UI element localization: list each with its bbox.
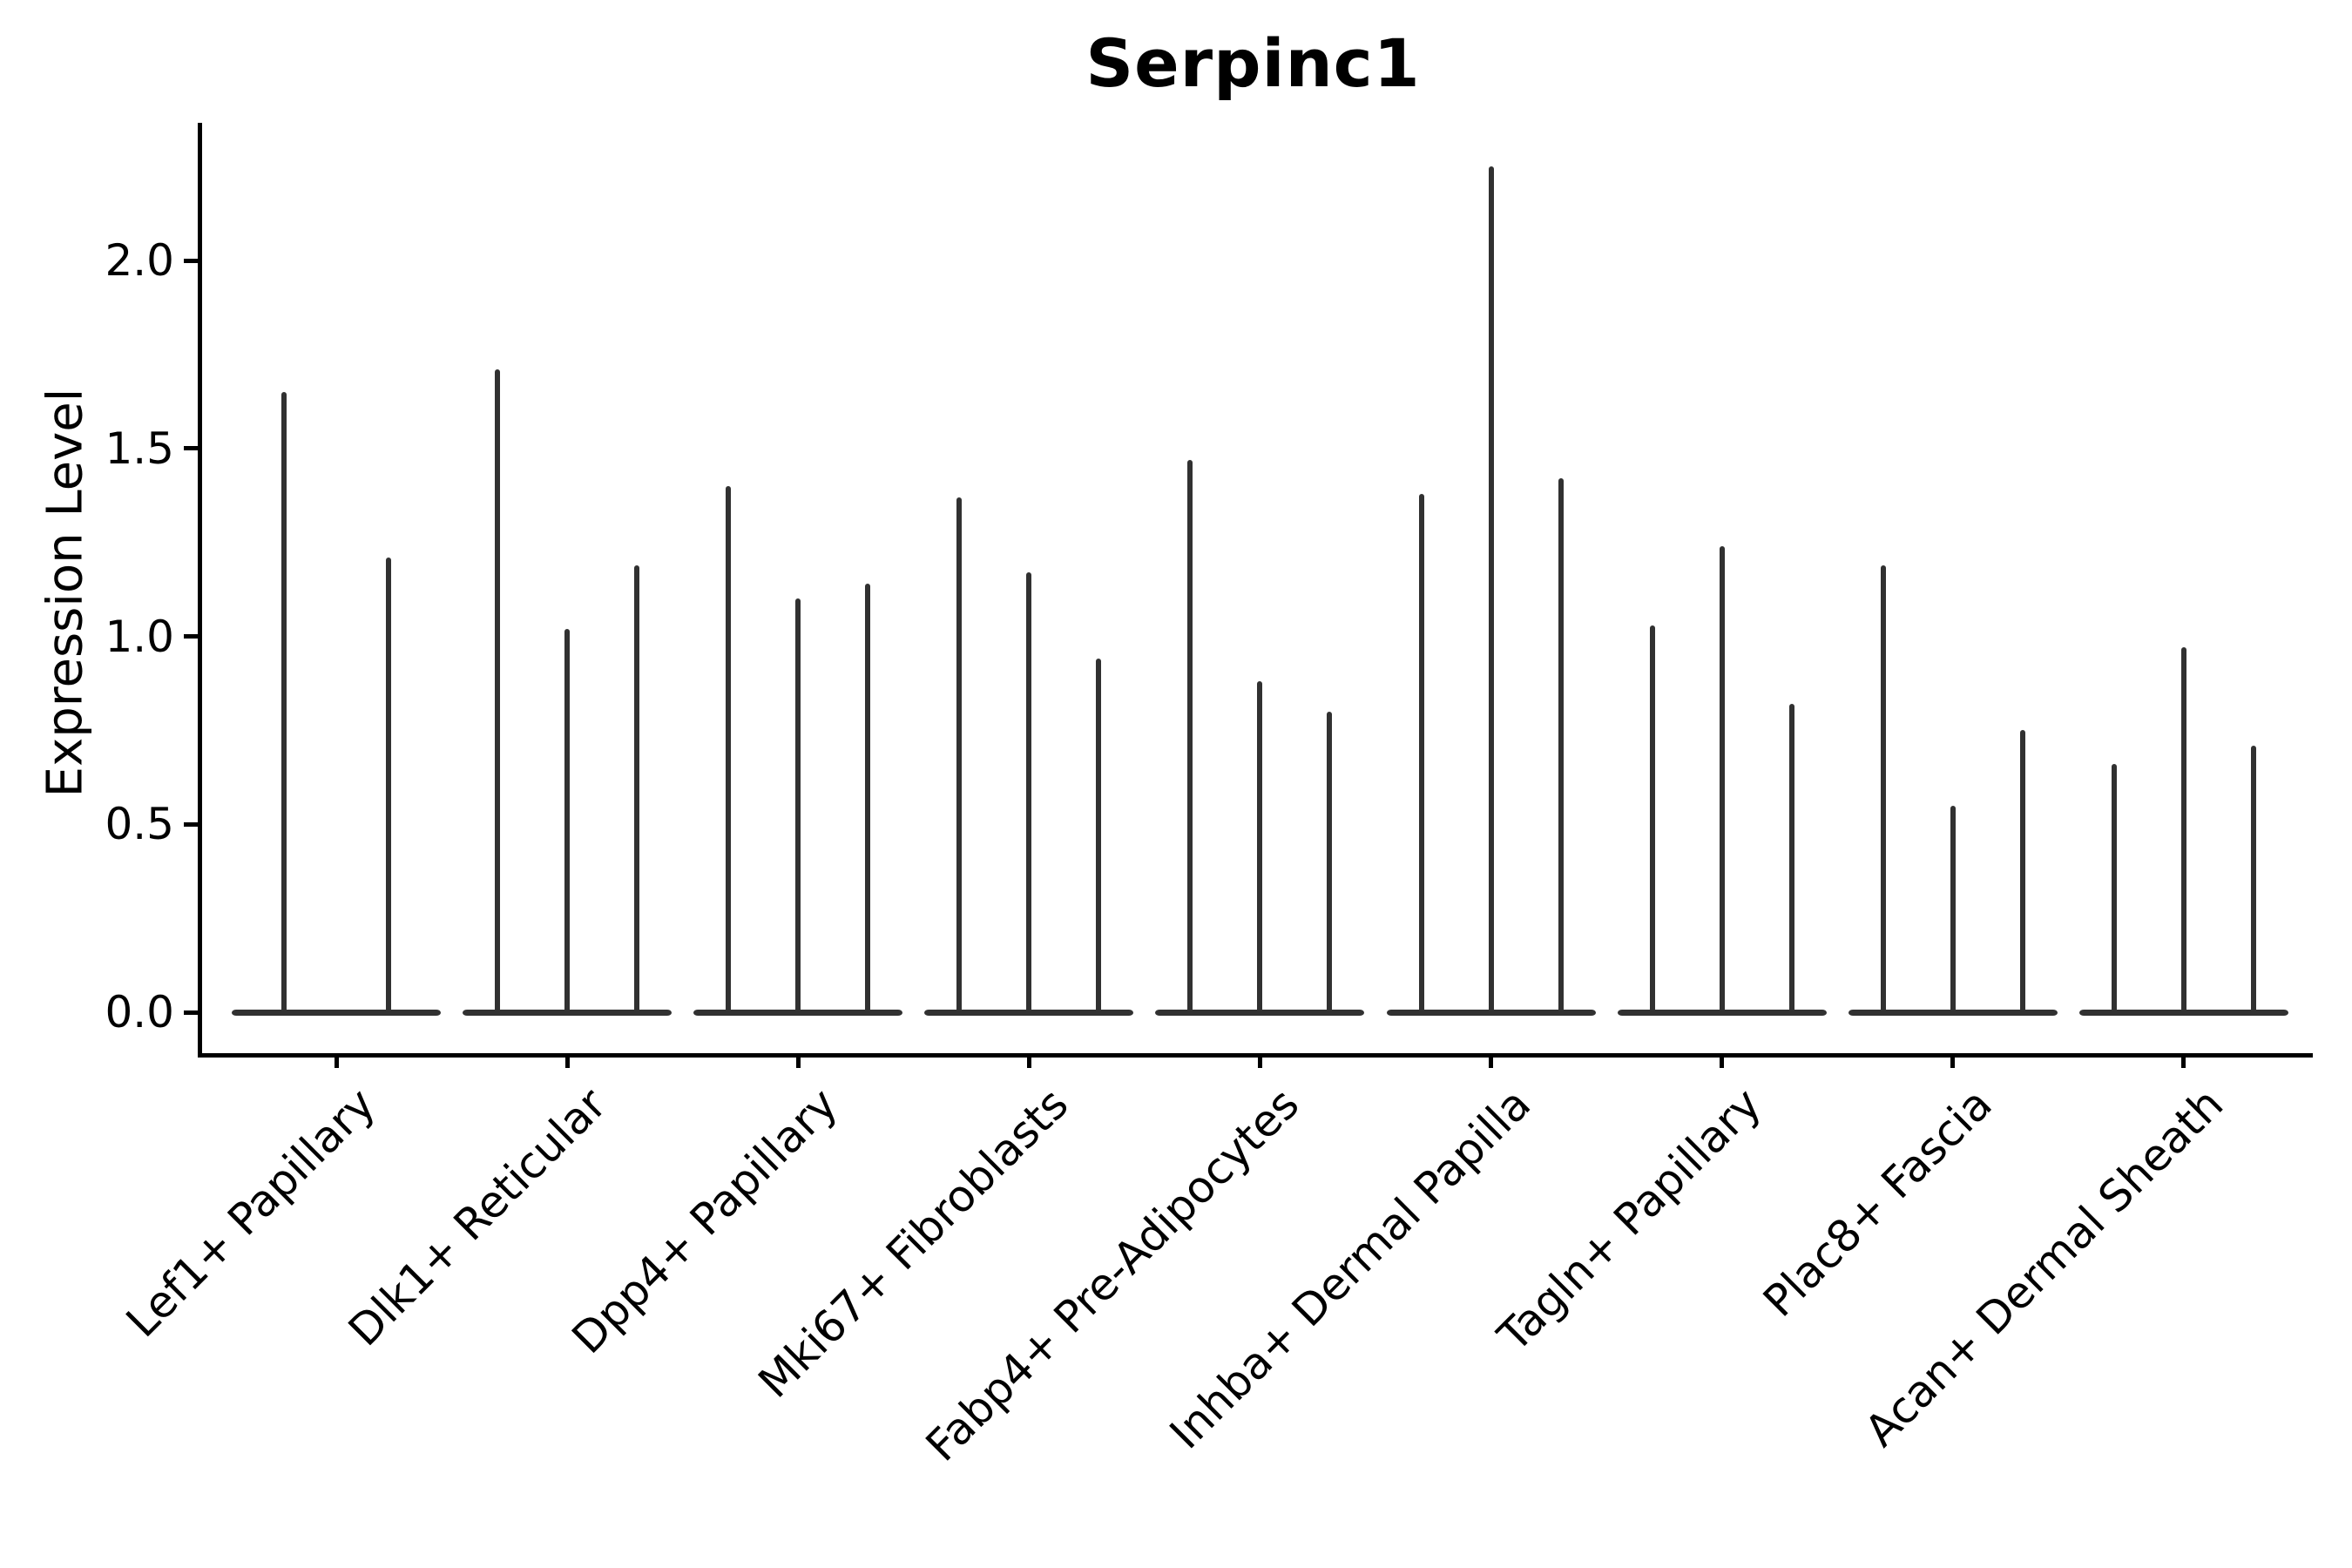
violin-spike <box>2180 647 2186 1015</box>
x-tick-label: Plac8+ Fascia <box>1754 1078 2002 1327</box>
x-tick-mark <box>795 1053 801 1068</box>
x-tick-label: Dlk1+ Reticular <box>339 1078 617 1356</box>
y-tick-mark <box>184 821 198 827</box>
y-tick-label: 1.5 <box>105 422 174 474</box>
violin-spike <box>2019 730 2025 1015</box>
y-tick-label: 0.5 <box>105 799 174 850</box>
violin-spike <box>495 369 501 1015</box>
x-tick-mark <box>1026 1053 1031 1068</box>
x-tick-mark <box>1489 1053 1493 1068</box>
y-tick-mark <box>184 1010 198 1015</box>
violin-spike <box>1950 805 1956 1015</box>
violin-spike <box>865 584 871 1015</box>
violin-spike <box>564 628 571 1015</box>
violin-spike <box>281 392 287 1015</box>
violin-spike <box>726 485 732 1015</box>
y-tick-label: 2.0 <box>105 235 174 286</box>
violin-spike <box>1418 493 1424 1015</box>
violin-spike <box>1096 659 1102 1015</box>
y-tick-mark <box>184 634 198 639</box>
x-tick-mark <box>564 1053 570 1068</box>
violin-spike <box>956 497 963 1015</box>
y-tick-label: 0.0 <box>105 987 174 1037</box>
violin-spike <box>1880 564 1886 1015</box>
violin-spike <box>795 598 801 1015</box>
x-tick-mark <box>334 1053 339 1068</box>
violin-spike <box>1026 572 1032 1015</box>
violin-spike <box>1788 704 1794 1015</box>
x-tick-mark <box>2181 1053 2186 1068</box>
violin-spike <box>634 564 640 1015</box>
violin-spike <box>1488 166 1494 1015</box>
violin-spike <box>1187 459 1193 1015</box>
violin-spike <box>386 557 391 1015</box>
violin-spike <box>1257 681 1263 1015</box>
x-tick-mark <box>1720 1053 1725 1068</box>
x-tick-label: Lef1+ Papillary <box>117 1078 386 1348</box>
violin-spike <box>1649 625 1655 1015</box>
x-tick-mark <box>1950 1053 1956 1068</box>
violin-spike <box>1719 545 1725 1015</box>
x-tick-label: Tagln+ Papillary <box>1488 1078 1771 1362</box>
y-tick-label: 1.0 <box>105 611 174 662</box>
x-tick-label: Fabp4+ Pre-Adipocytes <box>916 1078 1309 1471</box>
plot-area <box>198 123 2313 1058</box>
violin-spike <box>1327 711 1333 1015</box>
violin-base <box>232 1009 441 1016</box>
violin-spike <box>2111 764 2117 1015</box>
chart-title: Serpinc1 <box>1085 24 1421 102</box>
y-tick-mark <box>184 446 198 451</box>
y-tick-mark <box>184 258 198 263</box>
x-tick-mark <box>1257 1053 1262 1068</box>
violin-spike <box>1558 478 1564 1015</box>
violin-spike <box>2250 745 2256 1015</box>
